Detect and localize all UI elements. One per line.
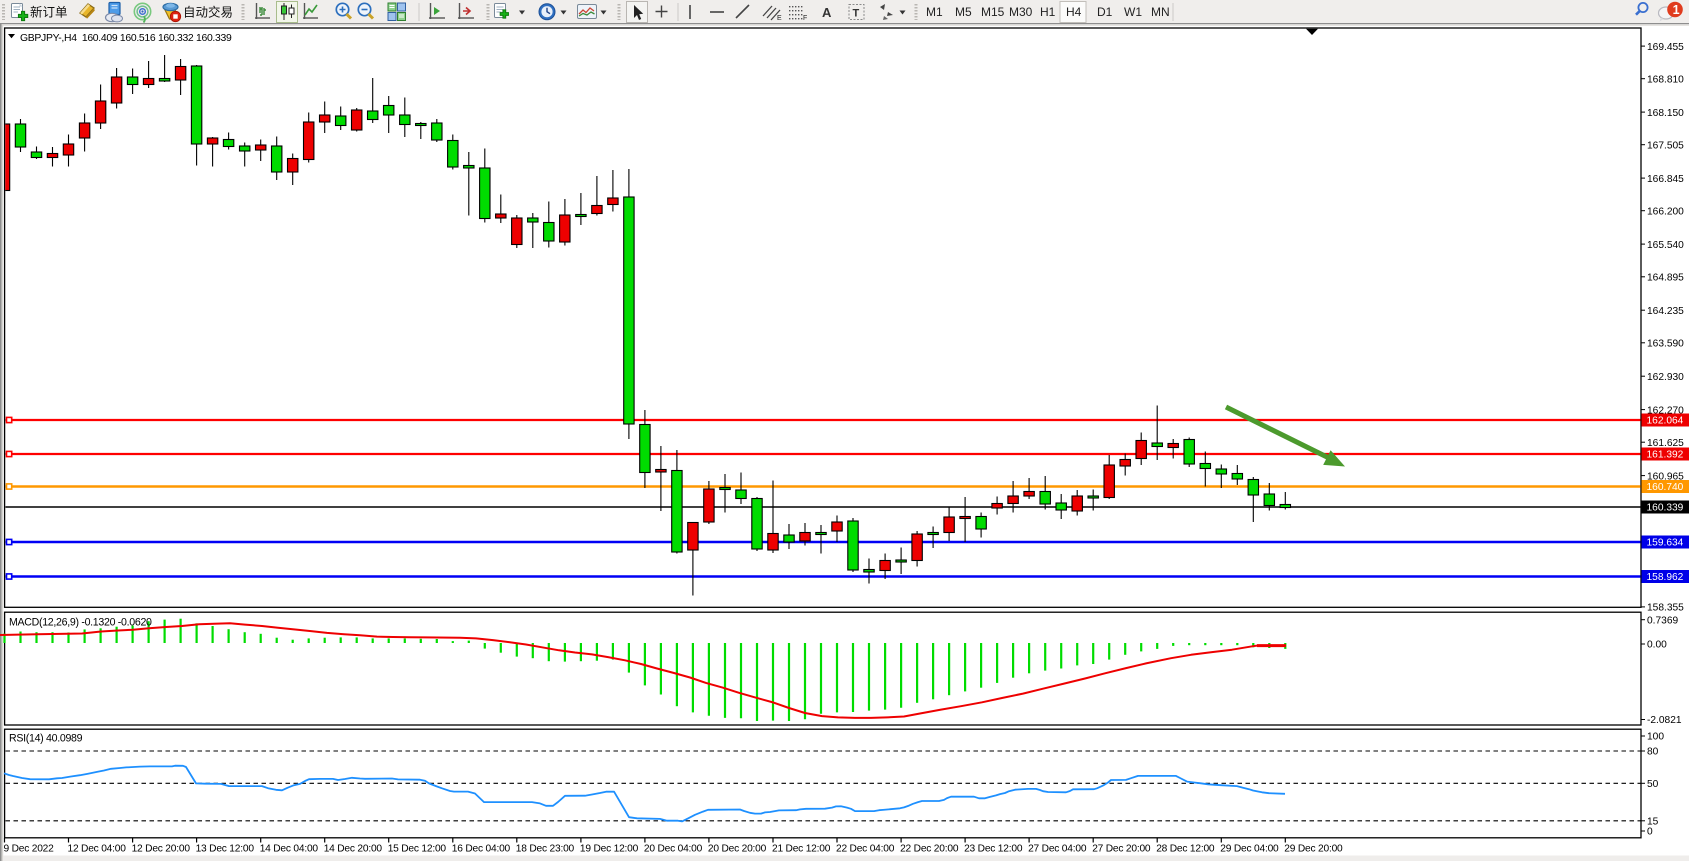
svg-text:W1: W1 <box>1124 5 1142 19</box>
svg-text:9 Dec 2022: 9 Dec 2022 <box>4 843 55 854</box>
svg-text:100: 100 <box>1647 732 1664 743</box>
svg-text:14 Dec 20:00: 14 Dec 20:00 <box>324 843 383 854</box>
svg-text:15 Dec 12:00: 15 Dec 12:00 <box>388 843 447 854</box>
svg-text:22 Dec 04:00: 22 Dec 04:00 <box>836 843 895 854</box>
svg-text:1: 1 <box>1673 3 1680 17</box>
svg-text:新订单: 新订单 <box>30 5 68 20</box>
svg-text:M15: M15 <box>981 5 1005 19</box>
svg-text:F: F <box>803 15 807 22</box>
svg-text:168.150: 168.150 <box>1647 108 1684 119</box>
svg-text:GBPJPY-,H4 160.409 160.516 16: GBPJPY-,H4 160.409 160.516 160.332 160.3… <box>20 33 232 44</box>
svg-text:-2.0821: -2.0821 <box>1647 715 1682 726</box>
svg-text:160.339: 160.339 <box>1647 503 1684 514</box>
svg-text:21 Dec 12:00: 21 Dec 12:00 <box>772 843 831 854</box>
svg-text:161.625: 161.625 <box>1647 438 1684 449</box>
svg-text:MN: MN <box>1151 5 1170 19</box>
svg-text:164.895: 164.895 <box>1647 273 1684 284</box>
svg-text:29 Dec 04:00: 29 Dec 04:00 <box>1220 843 1279 854</box>
svg-text:165.540: 165.540 <box>1647 240 1684 251</box>
svg-text:168.810: 168.810 <box>1647 74 1684 85</box>
svg-text:28 Dec 12:00: 28 Dec 12:00 <box>1156 843 1215 854</box>
svg-text:162.064: 162.064 <box>1647 416 1684 427</box>
svg-text:M1: M1 <box>926 5 943 19</box>
svg-text:14 Dec 04:00: 14 Dec 04:00 <box>260 843 319 854</box>
svg-text:T: T <box>853 8 860 20</box>
svg-text:162.930: 162.930 <box>1647 372 1684 383</box>
svg-text:159.634: 159.634 <box>1647 538 1684 549</box>
svg-text:H1: H1 <box>1040 5 1056 19</box>
svg-text:167.505: 167.505 <box>1647 140 1684 151</box>
svg-text:MACD(12,26,9) -0.1320 -0.0620: MACD(12,26,9) -0.1320 -0.0620 <box>9 617 152 629</box>
svg-text:13 Dec 12:00: 13 Dec 12:00 <box>196 843 255 854</box>
svg-text:12 Dec 20:00: 12 Dec 20:00 <box>132 843 191 854</box>
svg-text:22 Dec 20:00: 22 Dec 20:00 <box>900 843 959 854</box>
svg-text:H4: H4 <box>1066 5 1082 19</box>
svg-text:0.00: 0.00 <box>1647 640 1667 651</box>
svg-text:166.200: 166.200 <box>1647 206 1684 217</box>
svg-text:27 Dec 20:00: 27 Dec 20:00 <box>1092 843 1151 854</box>
svg-text:18 Dec 23:00: 18 Dec 23:00 <box>516 843 575 854</box>
svg-text:161.392: 161.392 <box>1647 450 1684 461</box>
svg-text:163.590: 163.590 <box>1647 339 1684 350</box>
svg-text:16 Dec 04:00: 16 Dec 04:00 <box>452 843 511 854</box>
svg-text:166.845: 166.845 <box>1647 174 1684 185</box>
svg-text:19 Dec 12:00: 19 Dec 12:00 <box>580 843 639 854</box>
svg-text:A: A <box>822 5 832 20</box>
svg-text:20 Dec 04:00: 20 Dec 04:00 <box>644 843 703 854</box>
svg-text:160.740: 160.740 <box>1647 482 1684 493</box>
svg-text:80: 80 <box>1647 747 1659 758</box>
svg-text:20 Dec 20:00: 20 Dec 20:00 <box>708 843 767 854</box>
svg-text:158.355: 158.355 <box>1647 603 1684 614</box>
svg-text:E: E <box>777 15 782 22</box>
svg-text:27 Dec 04:00: 27 Dec 04:00 <box>1028 843 1087 854</box>
svg-text:23 Dec 12:00: 23 Dec 12:00 <box>964 843 1023 854</box>
svg-text:0: 0 <box>1647 827 1653 838</box>
svg-text:RSI(14) 40.0989: RSI(14) 40.0989 <box>9 733 83 745</box>
svg-text:158.962: 158.962 <box>1647 572 1684 583</box>
svg-text:29 Dec 20:00: 29 Dec 20:00 <box>1284 843 1343 854</box>
svg-text:D1: D1 <box>1097 5 1113 19</box>
svg-text:M30: M30 <box>1009 5 1033 19</box>
svg-text:169.455: 169.455 <box>1647 42 1684 53</box>
svg-text:M5: M5 <box>955 5 972 19</box>
svg-text:0.7369: 0.7369 <box>1647 615 1678 626</box>
svg-text:50: 50 <box>1647 779 1659 790</box>
svg-text:164.235: 164.235 <box>1647 306 1684 317</box>
svg-text:自动交易: 自动交易 <box>183 5 233 20</box>
svg-text:12 Dec 04:00: 12 Dec 04:00 <box>68 843 127 854</box>
